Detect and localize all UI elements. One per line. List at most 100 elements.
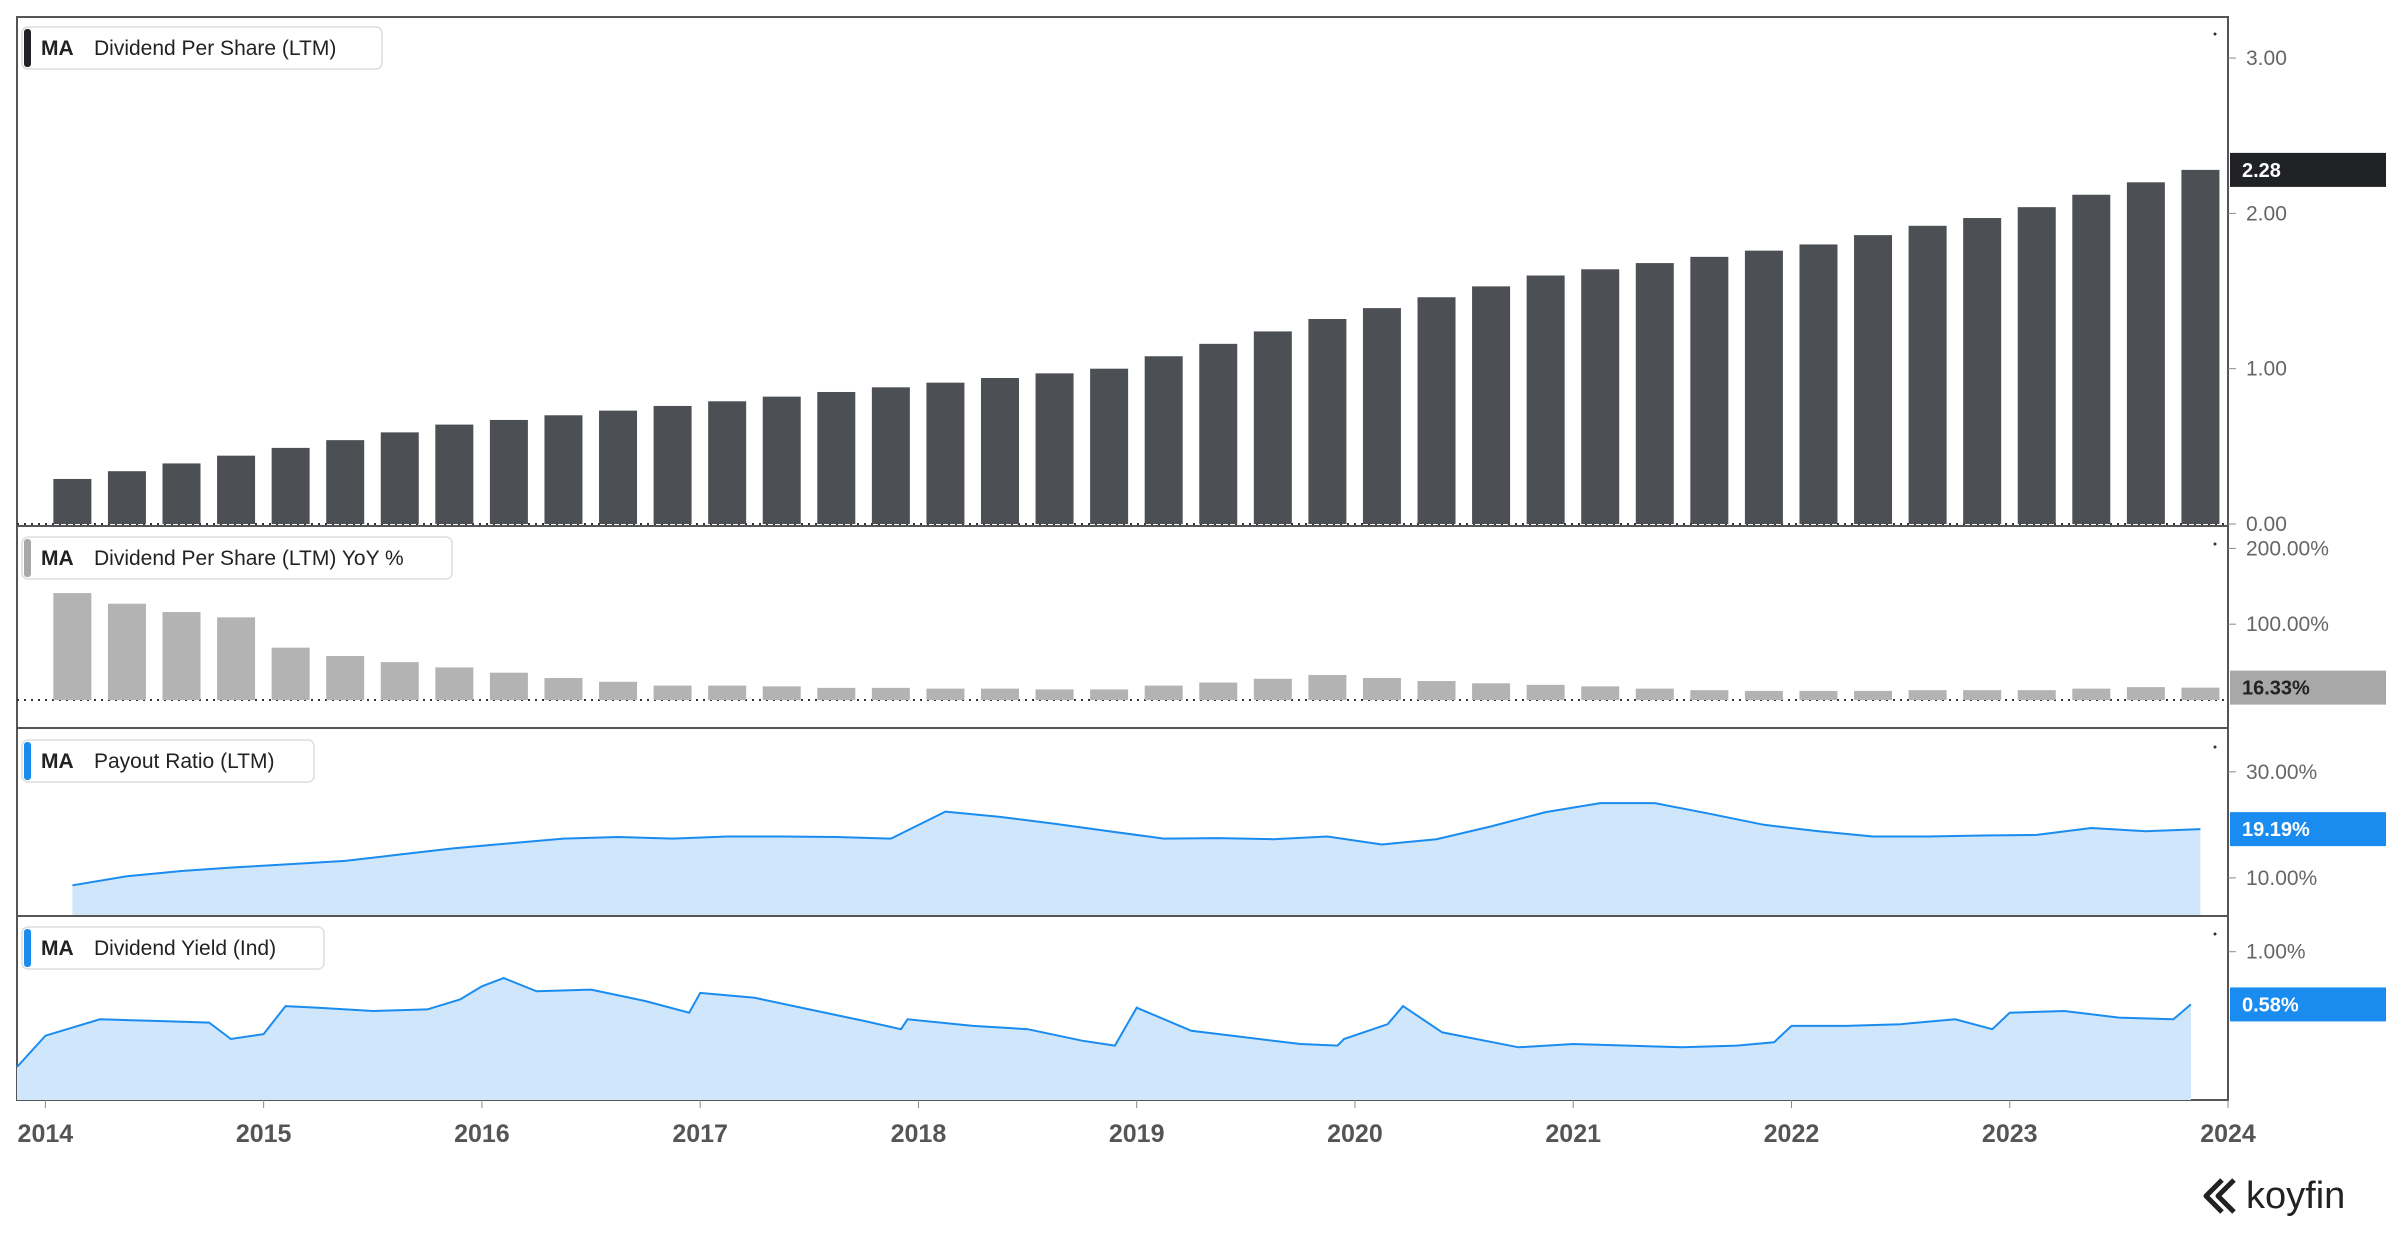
last-value-label: 0.58% — [2242, 994, 2299, 1016]
bar — [1090, 368, 1129, 524]
legend-ticker: MA — [41, 547, 74, 570]
panel-menu-dot[interactable] — [2213, 932, 2217, 936]
last-value-tag — [2230, 987, 2386, 1022]
legend-title: Dividend Per Share (LTM) YoY % — [94, 547, 404, 570]
legend-box — [21, 26, 383, 70]
y-tick-label: 100.00% — [2246, 613, 2329, 636]
bar — [653, 405, 692, 524]
bar — [271, 647, 310, 700]
y-tick-label: 1.00% — [2246, 941, 2306, 964]
legend[interactable]: MA Payout Ratio (LTM) — [21, 739, 315, 783]
x-tick-label: 2022 — [1764, 1120, 1820, 1148]
last-value-tag — [2230, 670, 2386, 705]
x-tick-label: 2023 — [1982, 1120, 2038, 1148]
bar — [1581, 269, 1620, 524]
bar — [2072, 194, 2111, 525]
x-tick-label: 2017 — [672, 1120, 728, 1148]
legend-box — [21, 739, 315, 783]
legend-title: Dividend Yield (Ind) — [94, 937, 276, 960]
bar — [380, 432, 419, 524]
bar — [544, 415, 583, 524]
x-tick-label: 2018 — [891, 1120, 947, 1148]
legend-swatch — [24, 929, 31, 967]
area-fill — [72, 803, 2201, 915]
legend[interactable]: MA Dividend Per Share (LTM) YoY % — [21, 536, 453, 580]
legend-box — [21, 926, 325, 970]
bar — [708, 685, 747, 700]
bar — [2126, 182, 2165, 524]
legend[interactable]: MA Dividend Per Share (LTM) — [21, 26, 383, 70]
bar — [107, 471, 146, 524]
series-line — [72, 802, 2201, 887]
bar — [1526, 684, 1565, 700]
bar — [326, 440, 365, 524]
panel-menu-dot[interactable] — [2213, 542, 2217, 546]
bar — [1799, 244, 1838, 524]
bar — [1963, 218, 2002, 525]
bar — [817, 391, 856, 524]
bar — [217, 617, 256, 700]
bar — [1417, 297, 1456, 524]
bar — [1472, 683, 1511, 700]
last-value-label: 19.19% — [2242, 819, 2310, 841]
bar — [1199, 682, 1238, 700]
bar — [1253, 331, 1292, 524]
bar — [162, 463, 201, 524]
panel-4: 1.00% 0.58% MA Dividend Yield (Ind) — [16, 915, 2386, 1100]
bar — [1090, 689, 1129, 700]
bar — [2181, 169, 2220, 524]
bar — [1308, 318, 1347, 524]
koyfin-logo: koyfin — [2200, 1168, 2390, 1224]
bar — [762, 686, 801, 700]
bar — [980, 378, 1019, 524]
y-tick-label: 3.00 — [2246, 47, 2287, 70]
y-tick-label: 0.00 — [2246, 513, 2287, 536]
legend-swatch — [24, 29, 31, 67]
bar — [53, 478, 92, 524]
bar — [1690, 256, 1729, 524]
bar — [1581, 686, 1620, 700]
bar — [1144, 356, 1183, 524]
bar — [2017, 207, 2056, 524]
bar — [1308, 674, 1347, 700]
panel-2: 100.00% 200.00% 16.33% MA Dividend Per Share… — [17, 525, 2386, 705]
bar — [2126, 687, 2165, 700]
x-tick-label: 2021 — [1545, 1120, 1601, 1148]
bar — [980, 688, 1019, 700]
legend-ticker: MA — [41, 750, 74, 773]
y-tick-label: 1.00 — [2246, 358, 2287, 381]
bar — [1362, 678, 1401, 700]
legend-ticker: MA — [41, 937, 74, 960]
legend-swatch — [24, 742, 31, 780]
bar — [380, 662, 419, 700]
bar — [708, 401, 747, 524]
bar — [2181, 687, 2220, 700]
bar — [926, 382, 965, 524]
bar — [1908, 690, 1947, 700]
bar — [817, 687, 856, 700]
bar — [435, 667, 474, 700]
bar — [435, 424, 474, 524]
legend-title: Dividend Per Share (LTM) — [94, 37, 336, 60]
legend[interactable]: MA Dividend Yield (Ind) — [21, 926, 325, 970]
bar — [1908, 225, 1947, 525]
x-tick-label: 2015 — [236, 1120, 292, 1148]
legend-box — [21, 536, 453, 580]
bar — [1199, 343, 1238, 524]
last-value-tag — [2230, 812, 2386, 847]
bar — [599, 410, 638, 524]
bar — [871, 387, 910, 524]
panel-menu-dot[interactable] — [2213, 32, 2217, 36]
panel-menu-dot[interactable] — [2213, 745, 2217, 749]
last-value-label: 16.33% — [2242, 678, 2310, 700]
bar — [53, 593, 92, 700]
area-fill — [17, 978, 2191, 1100]
last-value-tag — [2230, 152, 2386, 187]
panel-1: 0.00 1.00 2.00 3.00 2.28 MA Dividend Per Share… — [17, 26, 2386, 536]
bar — [1963, 690, 2002, 700]
y-tick-label: 30.00% — [2246, 761, 2317, 784]
koyfin-logo-text: koyfin — [2246, 1174, 2346, 1217]
legend-ticker: MA — [41, 37, 74, 60]
bar — [1854, 235, 1893, 524]
